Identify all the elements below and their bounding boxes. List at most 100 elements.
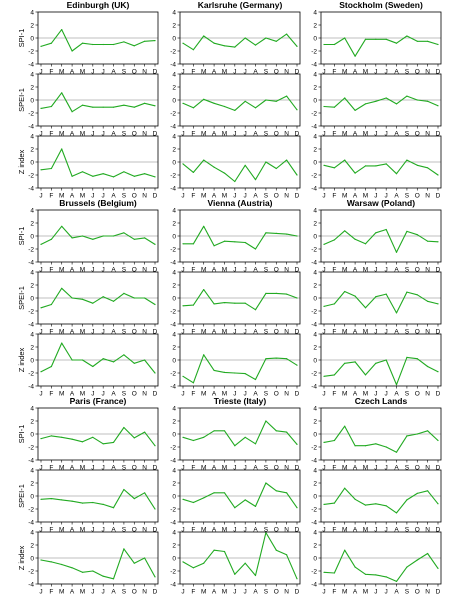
x-tick-label: M <box>363 589 368 596</box>
data-point <box>81 235 84 237</box>
data-point <box>244 562 246 564</box>
x-tick-label: S <box>122 131 127 138</box>
x-tick-label: S <box>264 465 269 472</box>
x-tick-label: A <box>253 267 258 274</box>
x-tick-label: S <box>122 527 127 534</box>
y-tick-label: 2 <box>313 344 317 351</box>
panel-frame <box>37 135 159 189</box>
y-tick-label: -4 <box>170 123 176 130</box>
y-tick-label: 0 <box>313 295 317 302</box>
x-tick-label: F <box>49 131 53 138</box>
data-point <box>154 40 156 42</box>
x-tick-label: J <box>233 193 236 200</box>
x-tick-label: A <box>353 193 358 200</box>
data-point <box>323 105 325 108</box>
x-tick-label: J <box>181 391 184 398</box>
data-point <box>406 230 408 232</box>
x-tick-label: J <box>39 465 42 472</box>
data-point <box>395 42 398 44</box>
x-tick-label: O <box>132 527 137 534</box>
data-point <box>437 503 439 505</box>
panel-paris-france-2: 420-2-4J F M A M J J A S O N DZ index <box>17 529 159 596</box>
series-line-spi-1 <box>323 425 439 453</box>
data-point <box>323 43 325 46</box>
y-tick-label: -4 <box>311 123 317 130</box>
panel-brussels-belgium-2: 420-2-4J F M A M J J A S O N DZ index <box>17 331 159 398</box>
y-tick-label: -4 <box>311 519 317 526</box>
y-tick-label: 0 <box>172 35 176 42</box>
data-point <box>323 243 325 245</box>
panel-trieste-italy-1: 420-2-4J F M A M J J A S O N D <box>170 467 301 534</box>
data-point <box>112 176 115 178</box>
panel-karlsruhe-germany-0: 420-2-4J F M A M J J A S O N D <box>170 9 301 76</box>
series-line-spei-1 <box>323 487 439 514</box>
data-point <box>364 504 367 506</box>
series-line-spei-1 <box>40 488 156 510</box>
x-tick-label: A <box>212 465 217 472</box>
data-point <box>133 106 135 108</box>
x-tick-label: F <box>332 527 336 534</box>
y-tick-label: -4 <box>170 185 176 192</box>
data-point <box>427 365 429 368</box>
data-point <box>416 433 418 435</box>
data-point <box>275 40 277 42</box>
y-tick-label: 2 <box>30 146 34 153</box>
x-tick-label: D <box>295 329 300 336</box>
data-point <box>192 171 194 173</box>
x-tick-label: A <box>212 267 217 274</box>
x-tick-label: M <box>342 69 347 76</box>
panel-frame <box>179 73 301 127</box>
data-point <box>265 292 267 294</box>
x-tick-label: J <box>181 267 184 274</box>
x-tick-label: S <box>122 391 127 398</box>
x-tick-label: J <box>233 465 236 472</box>
data-point <box>61 225 63 227</box>
x-tick-label: A <box>353 527 358 534</box>
x-tick-label: F <box>332 391 336 398</box>
data-point <box>112 507 115 509</box>
x-tick-label: M <box>222 193 227 200</box>
x-tick-label: A <box>253 527 258 534</box>
x-tick-label: A <box>253 589 258 596</box>
x-tick-label: J <box>39 589 42 596</box>
data-point <box>213 492 215 494</box>
data-point <box>71 50 73 52</box>
data-point <box>406 95 408 97</box>
data-point <box>344 487 346 489</box>
x-tick-label: J <box>244 131 247 138</box>
y-tick-label: 0 <box>172 493 176 500</box>
x-tick-label: F <box>49 391 53 398</box>
x-tick-label: J <box>244 329 247 336</box>
x-tick-label: F <box>332 329 336 336</box>
x-tick-label: M <box>222 589 227 596</box>
data-point <box>133 362 135 364</box>
panel-frame <box>37 469 159 523</box>
x-tick-label: D <box>153 131 158 138</box>
data-point <box>427 40 429 42</box>
y-tick-label: 2 <box>313 146 317 153</box>
x-tick-label: J <box>91 69 94 76</box>
panel-frame <box>37 333 159 387</box>
x-tick-label: A <box>353 267 358 274</box>
panel-vienna-austria-2: 420-2-4J F M A M J J A S O N D <box>170 331 301 398</box>
data-point <box>71 438 73 440</box>
data-point <box>385 97 387 99</box>
x-tick-label: J <box>374 69 377 76</box>
x-tick-label: J <box>91 527 94 534</box>
x-tick-label: N <box>425 527 430 534</box>
x-tick-label: J <box>91 391 94 398</box>
panel-stockholm-sweden-2: 420-2-4J F M A M J J A S O N D <box>311 133 442 200</box>
x-tick-label: F <box>49 329 53 336</box>
x-tick-label: O <box>132 267 137 274</box>
y-tick-label: 4 <box>313 331 317 338</box>
data-point <box>144 297 146 299</box>
data-point <box>203 98 205 100</box>
x-tick-label: S <box>122 69 127 76</box>
x-tick-label: D <box>295 69 300 76</box>
y-tick-label: -4 <box>28 457 34 464</box>
x-tick-label: J <box>322 267 325 274</box>
x-tick-label: A <box>70 193 75 200</box>
x-tick-label: S <box>405 391 410 398</box>
x-tick-label: A <box>111 465 116 472</box>
